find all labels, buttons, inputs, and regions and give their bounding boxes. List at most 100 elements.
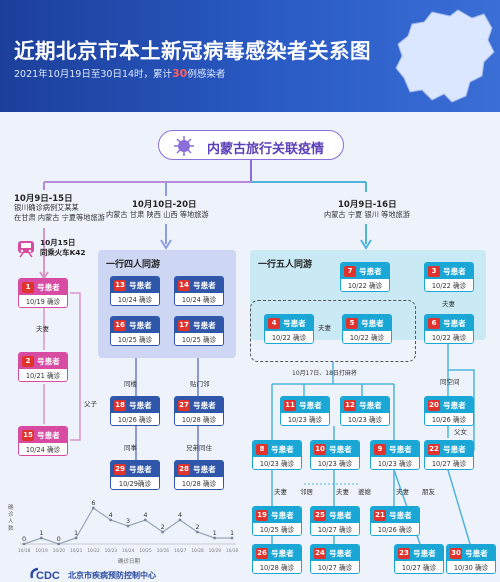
patient-label: 号患者 bbox=[193, 401, 216, 410]
patient-date: 10/28 确诊 bbox=[259, 564, 295, 572]
patient-date: 10/22 确诊 bbox=[431, 334, 467, 342]
subtitle-text: 2021年10月19日至30日14时，累计 bbox=[14, 69, 173, 80]
patient-label: 号患者 bbox=[271, 445, 294, 454]
patient-number: 22 bbox=[428, 444, 440, 455]
x-tick-label: 10/29 bbox=[209, 548, 222, 554]
data-label: 1 bbox=[39, 529, 43, 537]
patient-label: 号患者 bbox=[389, 511, 412, 520]
patient-card-9[interactable]: 9 号患者 10/23 确诊 bbox=[370, 440, 420, 470]
patient-card-24[interactable]: 24 号患者 10/27 确诊 bbox=[310, 544, 360, 574]
relation-label: 夫妻 bbox=[396, 488, 409, 496]
patient-date: 10/26 确诊 bbox=[431, 416, 467, 424]
patient-card-19[interactable]: 19 号患者 10/25 确诊 bbox=[252, 506, 302, 536]
footer-org: 北京市疾病预防控制中心 bbox=[68, 571, 156, 580]
patient-label: 号患者 bbox=[413, 549, 436, 558]
x-tick-label: 10/22 bbox=[87, 548, 100, 554]
patient-date: 10/27 确诊 bbox=[317, 564, 353, 572]
data-point bbox=[178, 518, 182, 522]
patient-number: 1 bbox=[22, 282, 34, 293]
patient-label: 号患者 bbox=[37, 283, 60, 292]
patient-card-8[interactable]: 8 号患者 10/23 确诊 bbox=[252, 440, 302, 470]
patient-date: 10/23 确诊 bbox=[377, 460, 413, 468]
data-label: 2 bbox=[161, 523, 165, 531]
patient-date: 10/23 确诊 bbox=[347, 416, 383, 424]
patient-card-17[interactable]: 17 号患者 10/25 确诊 bbox=[174, 316, 224, 346]
origin-label: 内蒙古旅行关联疫情 bbox=[207, 142, 325, 157]
relation-label: 夫妻 bbox=[336, 488, 349, 496]
data-point bbox=[39, 536, 43, 540]
patient-label: 号患者 bbox=[359, 401, 382, 410]
patient-label: 号患者 bbox=[465, 549, 488, 558]
patient-date: 10/22 确诊 bbox=[347, 282, 383, 290]
patient-card-12[interactable]: 12 号患者 10/23 确诊 bbox=[340, 396, 390, 426]
patient-label: 号患者 bbox=[299, 401, 322, 410]
patient-card-20[interactable]: 20 号患者 10/26 确诊 bbox=[424, 396, 474, 426]
patient-card-7[interactable]: 7 号患者 10/22 确诊 bbox=[340, 262, 390, 292]
patient-card-22[interactable]: 22 号患者 10/27 确诊 bbox=[424, 440, 474, 470]
relation-label: 婆媳 bbox=[358, 488, 371, 496]
mahjong-note: 10月17日、18日打麻将 bbox=[292, 370, 357, 377]
patient-date: 10/22 确诊 bbox=[349, 334, 385, 342]
patient-card-1[interactable]: 1 号患者 10/19 确诊 bbox=[18, 278, 68, 308]
data-point bbox=[230, 536, 234, 540]
mahjong-group bbox=[250, 300, 416, 362]
patient-date: 10/25 确诊 bbox=[259, 526, 295, 534]
relation-label: 夫妻 bbox=[442, 300, 455, 308]
chart-ylabel: 确诊人数 bbox=[8, 505, 14, 532]
data-label: 2 bbox=[195, 523, 199, 531]
patient-card-4[interactable]: 4 号患者 10/22 确诊 bbox=[264, 314, 314, 344]
patient-date: 10/29确诊 bbox=[118, 480, 152, 488]
patient-card-25[interactable]: 25 号患者 10/27 确诊 bbox=[310, 506, 360, 536]
patient-label: 号患者 bbox=[129, 401, 152, 410]
patient-card-5[interactable]: 5 号患者 10/22 确诊 bbox=[342, 314, 392, 344]
train-name: 同乘火车K42 bbox=[40, 248, 86, 257]
patient-number: 13 bbox=[114, 280, 126, 291]
patient-card-26[interactable]: 26 号患者 10/28 确诊 bbox=[252, 544, 302, 574]
patient-label: 号患者 bbox=[361, 319, 384, 328]
patient-card-2[interactable]: 2 号患者 10/21 确诊 bbox=[18, 352, 68, 382]
patient-card-15[interactable]: 15 号患者 10/24 确诊 bbox=[18, 426, 68, 456]
patient-card-30[interactable]: 30 号患者 10/30 确诊 bbox=[446, 544, 496, 574]
patient-number: 3 bbox=[428, 266, 440, 277]
patient-label: 号患者 bbox=[193, 281, 216, 290]
patient-card-14[interactable]: 14 号患者 10/24 确诊 bbox=[174, 276, 224, 306]
x-tick-label: 10/26 bbox=[157, 548, 170, 554]
relation-label: 夫妻 bbox=[36, 325, 49, 333]
patient-date: 10/24 确诊 bbox=[117, 296, 153, 304]
data-label: 0 bbox=[22, 535, 26, 543]
patient-card-21[interactable]: 21 号患者 10/26 确诊 bbox=[370, 506, 420, 536]
patient-number: 20 bbox=[428, 400, 440, 411]
patient-date: 10/22 确诊 bbox=[271, 334, 307, 342]
patient-number: 14 bbox=[178, 280, 190, 291]
patient-label: 号患者 bbox=[193, 321, 216, 330]
patient-card-28[interactable]: 28 号患者 10/28 确诊 bbox=[174, 460, 224, 490]
header-banner: 近期北京市本土新冠病毒感染者关系图 2021年10月19日至30日14时，累计3… bbox=[0, 0, 500, 112]
patient-number: 6 bbox=[428, 318, 440, 329]
patient-card-23[interactable]: 23 号患者 10/27 确诊 bbox=[394, 544, 444, 574]
svg-text:CDC: CDC bbox=[36, 570, 60, 582]
relation-label: 夫妻 bbox=[274, 488, 287, 496]
patient-label: 号患者 bbox=[443, 445, 466, 454]
patient-card-13[interactable]: 13 号患者 10/24 确诊 bbox=[110, 276, 160, 306]
patient-card-27[interactable]: 27 号患者 10/28 确诊 bbox=[174, 396, 224, 426]
relation-label: 夫妻 bbox=[318, 324, 331, 332]
x-tick-label: 10/25 bbox=[139, 548, 152, 554]
patient-card-11[interactable]: 11 号患者 10/23 确诊 bbox=[280, 396, 330, 426]
patient-number: 4 bbox=[268, 318, 280, 329]
patient-number: 29 bbox=[114, 464, 126, 475]
patient-number: 27 bbox=[178, 400, 190, 411]
patient-card-16[interactable]: 16 号患者 10/25 确诊 bbox=[110, 316, 160, 346]
data-point bbox=[22, 542, 26, 546]
branch-left-note-2: 在甘肃 内蒙古 宁夏等地旅游 bbox=[14, 213, 105, 222]
patient-card-10[interactable]: 10 号患者 10/23 确诊 bbox=[310, 440, 360, 470]
patient-card-29[interactable]: 29 号患者 10/29确诊 bbox=[110, 460, 160, 490]
patient-card-18[interactable]: 18 号患者 10/26 确诊 bbox=[110, 396, 160, 426]
patient-card-6[interactable]: 6 号患者 10/22 确诊 bbox=[424, 314, 474, 344]
x-tick-label: 10/20 bbox=[53, 548, 66, 554]
patient-date: 10/24 确诊 bbox=[181, 296, 217, 304]
x-tick-label: 10/18 bbox=[18, 548, 31, 554]
patient-number: 11 bbox=[284, 400, 296, 411]
patient-card-3[interactable]: 3 号患者 10/22 确诊 bbox=[424, 262, 474, 292]
patient-label: 号患者 bbox=[129, 465, 152, 474]
patient-date: 10/26 确诊 bbox=[117, 416, 153, 424]
